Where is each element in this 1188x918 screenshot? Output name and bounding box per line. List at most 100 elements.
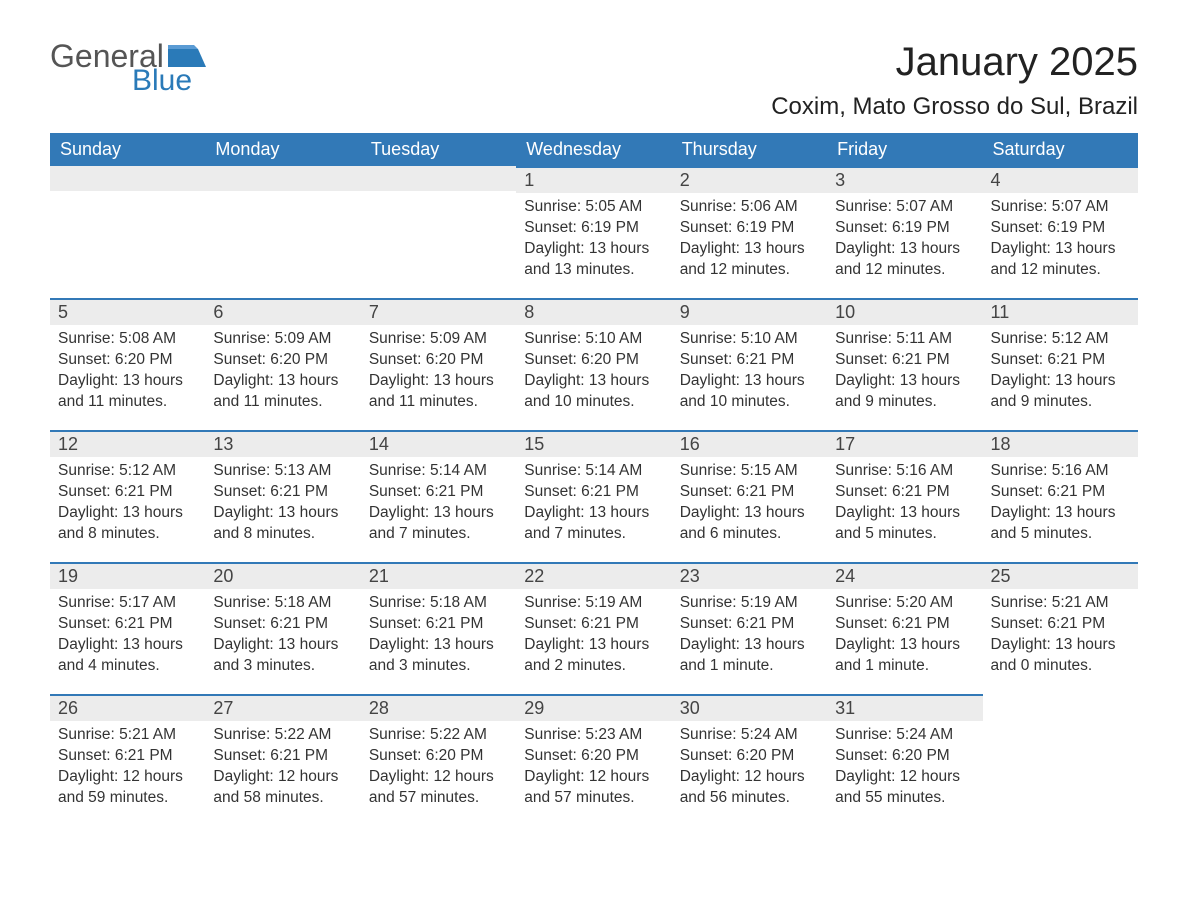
daylight-line1: Daylight: 12 hours bbox=[835, 767, 974, 788]
sunrise-text: Sunrise: 5:07 AM bbox=[835, 197, 974, 218]
day-data: Sunrise: 5:07 AMSunset: 6:19 PMDaylight:… bbox=[827, 193, 982, 281]
weekday-header: Thursday bbox=[672, 133, 827, 166]
daylight-line2: and 6 minutes. bbox=[680, 524, 819, 545]
daylight-line1: Daylight: 13 hours bbox=[524, 371, 663, 392]
day-number: 30 bbox=[672, 694, 827, 721]
location-label: Coxim, Mato Grosso do Sul, Brazil bbox=[771, 93, 1138, 121]
sunset-text: Sunset: 6:21 PM bbox=[213, 614, 352, 635]
daylight-line2: and 4 minutes. bbox=[58, 656, 197, 677]
day-number: 4 bbox=[983, 166, 1138, 193]
weekday-header: Saturday bbox=[983, 133, 1138, 166]
sunset-text: Sunset: 6:20 PM bbox=[680, 746, 819, 767]
calendar-cell bbox=[361, 166, 516, 298]
sunset-text: Sunset: 6:21 PM bbox=[213, 746, 352, 767]
day-data: Sunrise: 5:08 AMSunset: 6:20 PMDaylight:… bbox=[50, 325, 205, 413]
day-number: 6 bbox=[205, 298, 360, 325]
sunset-text: Sunset: 6:19 PM bbox=[991, 218, 1130, 239]
day-number: 23 bbox=[672, 562, 827, 589]
day-data: Sunrise: 5:11 AMSunset: 6:21 PMDaylight:… bbox=[827, 325, 982, 413]
daylight-line1: Daylight: 13 hours bbox=[213, 635, 352, 656]
weekday-header: Monday bbox=[205, 133, 360, 166]
daylight-line1: Daylight: 12 hours bbox=[524, 767, 663, 788]
calendar-cell: 24Sunrise: 5:20 AMSunset: 6:21 PMDayligh… bbox=[827, 562, 982, 694]
daylight-line2: and 3 minutes. bbox=[369, 656, 508, 677]
calendar-cell: 29Sunrise: 5:23 AMSunset: 6:20 PMDayligh… bbox=[516, 694, 671, 826]
daylight-line2: and 10 minutes. bbox=[524, 392, 663, 413]
day-data: Sunrise: 5:21 AMSunset: 6:21 PMDaylight:… bbox=[983, 589, 1138, 677]
sunset-text: Sunset: 6:21 PM bbox=[213, 482, 352, 503]
day-data: Sunrise: 5:13 AMSunset: 6:21 PMDaylight:… bbox=[205, 457, 360, 545]
sunrise-text: Sunrise: 5:12 AM bbox=[991, 329, 1130, 350]
daylight-line1: Daylight: 13 hours bbox=[991, 503, 1130, 524]
daylight-line2: and 12 minutes. bbox=[680, 260, 819, 281]
calendar-cell: 23Sunrise: 5:19 AMSunset: 6:21 PMDayligh… bbox=[672, 562, 827, 694]
sunset-text: Sunset: 6:21 PM bbox=[680, 350, 819, 371]
day-number: 10 bbox=[827, 298, 982, 325]
logo-text-blue: Blue bbox=[132, 66, 206, 96]
daylight-line1: Daylight: 12 hours bbox=[369, 767, 508, 788]
day-data: Sunrise: 5:19 AMSunset: 6:21 PMDaylight:… bbox=[672, 589, 827, 677]
sunrise-text: Sunrise: 5:17 AM bbox=[58, 593, 197, 614]
weekday-header: Tuesday bbox=[361, 133, 516, 166]
day-data: Sunrise: 5:06 AMSunset: 6:19 PMDaylight:… bbox=[672, 193, 827, 281]
sunset-text: Sunset: 6:21 PM bbox=[991, 482, 1130, 503]
daylight-line1: Daylight: 13 hours bbox=[58, 371, 197, 392]
daylight-line2: and 5 minutes. bbox=[835, 524, 974, 545]
calendar-week: 19Sunrise: 5:17 AMSunset: 6:21 PMDayligh… bbox=[50, 562, 1138, 694]
sunset-text: Sunset: 6:19 PM bbox=[680, 218, 819, 239]
day-data: Sunrise: 5:12 AMSunset: 6:21 PMDaylight:… bbox=[983, 325, 1138, 413]
day-number: 15 bbox=[516, 430, 671, 457]
daylight-line2: and 8 minutes. bbox=[58, 524, 197, 545]
sunrise-text: Sunrise: 5:09 AM bbox=[213, 329, 352, 350]
daylight-line1: Daylight: 13 hours bbox=[835, 503, 974, 524]
day-number: 14 bbox=[361, 430, 516, 457]
day-data: Sunrise: 5:14 AMSunset: 6:21 PMDaylight:… bbox=[516, 457, 671, 545]
calendar-cell: 20Sunrise: 5:18 AMSunset: 6:21 PMDayligh… bbox=[205, 562, 360, 694]
day-number: 19 bbox=[50, 562, 205, 589]
daylight-line2: and 56 minutes. bbox=[680, 788, 819, 809]
calendar-cell: 1Sunrise: 5:05 AMSunset: 6:19 PMDaylight… bbox=[516, 166, 671, 298]
daylight-line1: Daylight: 13 hours bbox=[524, 239, 663, 260]
sunrise-text: Sunrise: 5:18 AM bbox=[213, 593, 352, 614]
calendar-table: SundayMondayTuesdayWednesdayThursdayFrid… bbox=[50, 133, 1138, 826]
daylight-line2: and 57 minutes. bbox=[369, 788, 508, 809]
day-number: 11 bbox=[983, 298, 1138, 325]
calendar-cell: 27Sunrise: 5:22 AMSunset: 6:21 PMDayligh… bbox=[205, 694, 360, 826]
daylight-line1: Daylight: 13 hours bbox=[213, 371, 352, 392]
sunset-text: Sunset: 6:21 PM bbox=[680, 482, 819, 503]
weekday-header: Friday bbox=[827, 133, 982, 166]
calendar-cell: 30Sunrise: 5:24 AMSunset: 6:20 PMDayligh… bbox=[672, 694, 827, 826]
day-number: 25 bbox=[983, 562, 1138, 589]
day-number: 27 bbox=[205, 694, 360, 721]
daylight-line2: and 0 minutes. bbox=[991, 656, 1130, 677]
calendar-cell: 7Sunrise: 5:09 AMSunset: 6:20 PMDaylight… bbox=[361, 298, 516, 430]
daylight-line2: and 1 minute. bbox=[835, 656, 974, 677]
title-block: January 2025 Coxim, Mato Grosso do Sul, … bbox=[771, 40, 1138, 121]
day-data: Sunrise: 5:07 AMSunset: 6:19 PMDaylight:… bbox=[983, 193, 1138, 281]
weekday-header: Sunday bbox=[50, 133, 205, 166]
daylight-line1: Daylight: 13 hours bbox=[369, 635, 508, 656]
daylight-line1: Daylight: 13 hours bbox=[835, 371, 974, 392]
calendar-cell: 10Sunrise: 5:11 AMSunset: 6:21 PMDayligh… bbox=[827, 298, 982, 430]
calendar-cell: 22Sunrise: 5:19 AMSunset: 6:21 PMDayligh… bbox=[516, 562, 671, 694]
sunrise-text: Sunrise: 5:06 AM bbox=[680, 197, 819, 218]
day-number: 17 bbox=[827, 430, 982, 457]
day-data: Sunrise: 5:18 AMSunset: 6:21 PMDaylight:… bbox=[361, 589, 516, 677]
daylight-line2: and 9 minutes. bbox=[835, 392, 974, 413]
sunrise-text: Sunrise: 5:19 AM bbox=[680, 593, 819, 614]
calendar-cell bbox=[50, 166, 205, 298]
day-number: 12 bbox=[50, 430, 205, 457]
sunset-text: Sunset: 6:21 PM bbox=[58, 746, 197, 767]
logo: General Blue bbox=[50, 40, 206, 96]
daylight-line2: and 57 minutes. bbox=[524, 788, 663, 809]
daylight-line2: and 12 minutes. bbox=[991, 260, 1130, 281]
day-data: Sunrise: 5:24 AMSunset: 6:20 PMDaylight:… bbox=[672, 721, 827, 809]
calendar-cell: 9Sunrise: 5:10 AMSunset: 6:21 PMDaylight… bbox=[672, 298, 827, 430]
daylight-line1: Daylight: 13 hours bbox=[991, 635, 1130, 656]
sunrise-text: Sunrise: 5:05 AM bbox=[524, 197, 663, 218]
day-data: Sunrise: 5:16 AMSunset: 6:21 PMDaylight:… bbox=[983, 457, 1138, 545]
sunrise-text: Sunrise: 5:10 AM bbox=[524, 329, 663, 350]
day-number: 7 bbox=[361, 298, 516, 325]
daylight-line1: Daylight: 13 hours bbox=[369, 503, 508, 524]
daylight-line1: Daylight: 13 hours bbox=[680, 239, 819, 260]
